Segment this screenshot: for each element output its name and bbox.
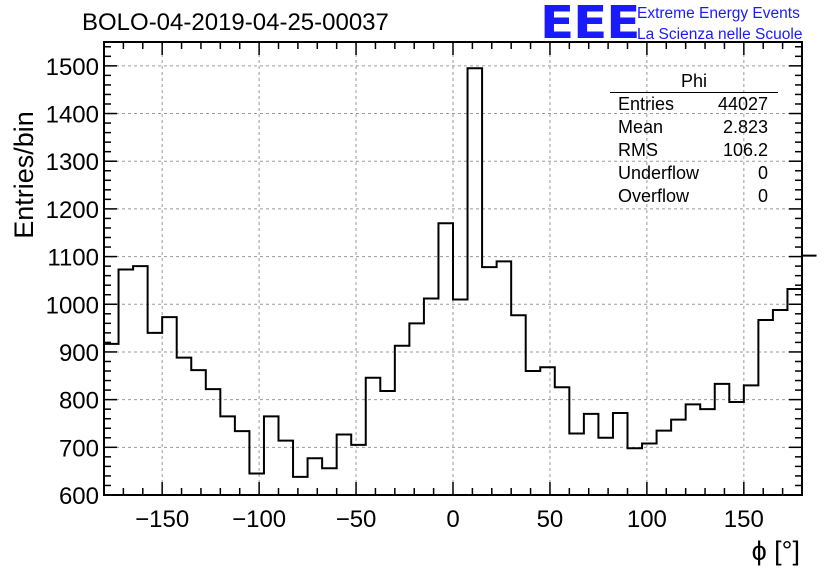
stats-row-entries: Entries 44027	[610, 93, 778, 116]
stats-value: 2.823	[722, 117, 768, 137]
y-tick-label: 1400	[46, 102, 99, 129]
x-tick-label: 100	[627, 506, 667, 533]
stats-label: Entries	[618, 94, 675, 114]
stats-label: Mean	[618, 117, 664, 137]
stats-label: Underflow	[618, 163, 700, 183]
axis-ticks	[103, 42, 803, 496]
stats-title: Phi	[610, 70, 778, 93]
stats-value: 44027	[717, 94, 768, 114]
stats-value: 0	[757, 163, 768, 183]
x-axis-label: ϕ [°]	[752, 536, 800, 566]
x-tick-label: 50	[537, 506, 564, 533]
logo-caption-line2: La Scienza nelle Scuole	[637, 26, 803, 43]
chart-title: BOLO-04-2019-04-25-00037	[82, 9, 389, 36]
x-tick-label: 150	[724, 506, 764, 533]
y-tick-labels: 600 700 800 900 1000 1100 1200 1300 1400 1500	[46, 54, 99, 510]
y-tick-label: 1500	[46, 54, 99, 81]
stats-value: 106.2	[722, 140, 768, 160]
y-tick-label: 700	[59, 435, 99, 462]
stats-value: 0	[757, 186, 768, 206]
y-tick-label: 1200	[46, 197, 99, 224]
x-tick-label: −50	[336, 506, 377, 533]
stats-row-mean: Mean 2.823	[610, 116, 778, 139]
x-tick-labels: −150 −100 −50 0 50 100 150	[135, 506, 764, 533]
y-tick-label: 1100	[47, 245, 99, 272]
y-tick-label: 1000	[46, 292, 99, 319]
logo-caption-line1: Extreme Energy Events	[637, 5, 800, 22]
y-axis-label: Entries/bin	[9, 111, 39, 239]
x-tick-label: −100	[232, 506, 286, 533]
stats-box: Phi Entries 44027 Mean 2.823 RMS 106.2 U…	[610, 70, 778, 208]
histogram-series	[104, 67, 817, 478]
stats-label: Overflow	[618, 186, 690, 206]
stats-row-rms: RMS 106.2	[610, 139, 778, 162]
stats-row-underflow: Underflow 0	[610, 162, 778, 185]
y-tick-label: 600	[59, 483, 99, 510]
y-tick-label: 900	[59, 340, 99, 367]
eee-logo: EEE	[540, 0, 640, 49]
y-tick-label: 800	[59, 388, 99, 415]
y-tick-label: 1300	[46, 149, 99, 176]
stats-label: RMS	[618, 140, 658, 160]
x-tick-label: 0	[446, 506, 459, 533]
logo-caption: Extreme Energy Events La Scienza nelle S…	[637, 3, 802, 45]
x-tick-label: −150	[135, 506, 189, 533]
stats-row-overflow: Overflow 0	[610, 185, 778, 208]
